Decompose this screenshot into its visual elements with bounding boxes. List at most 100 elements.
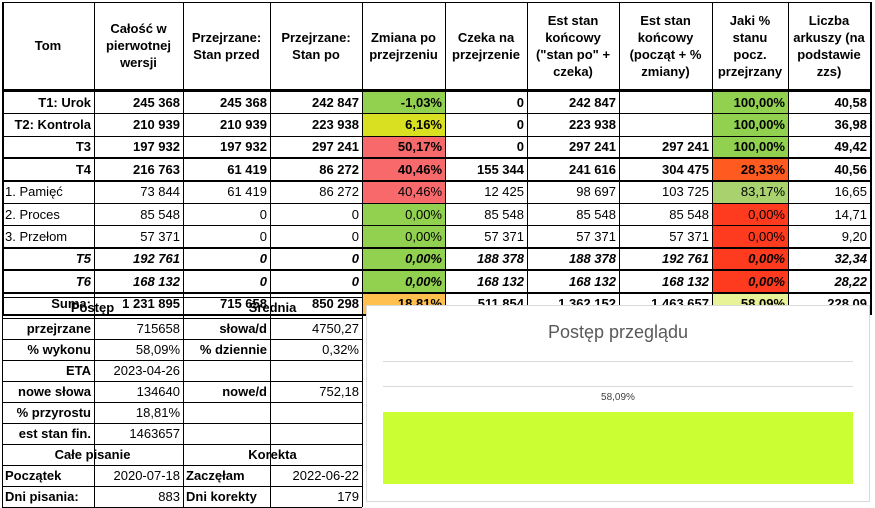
progress-value[interactable]: 2023-04-26 [113, 363, 181, 378]
table-cell[interactable]: 1 231 895 [122, 296, 180, 312]
table-cell[interactable]: 0 [516, 94, 524, 110]
row-label[interactable]: T2: Kontrola [14, 117, 91, 133]
section-title[interactable]: Całe pisanie [54, 447, 131, 462]
table-cell[interactable]: 28,33% [712, 158, 788, 181]
table-cell[interactable]: 83,17% [712, 180, 788, 203]
table-cell[interactable]: 216 763 [133, 161, 180, 177]
table-cell[interactable]: 304 475 [662, 161, 709, 177]
table-cell[interactable]: 40,56 [834, 161, 867, 177]
average-label[interactable]: nowe/d [222, 384, 267, 399]
progress-label[interactable]: % przyrostu [16, 405, 91, 420]
table-cell[interactable]: 242 847 [569, 94, 616, 110]
table-cell[interactable]: 0 [259, 229, 267, 245]
table-cell[interactable]: 0,00% [362, 203, 445, 226]
table-cell[interactable]: 223 938 [569, 117, 616, 133]
table-cell[interactable]: 0 [351, 251, 359, 267]
table-cell[interactable]: 192 761 [133, 251, 180, 267]
column-header[interactable]: Przejrzane: Stan po [281, 29, 351, 62]
table-cell[interactable]: 85 548 [669, 206, 709, 222]
average-label[interactable]: % dziennie [199, 342, 267, 357]
table-cell[interactable]: 0 [351, 273, 359, 289]
progress-label[interactable]: est stan fin. [18, 426, 91, 441]
progress-value[interactable]: 134640 [136, 384, 180, 399]
correction-label[interactable]: Dni korekty [186, 489, 257, 504]
table-cell[interactable]: 100,00% [712, 135, 788, 159]
progress-label[interactable]: % wykonu [27, 342, 91, 357]
progress-label[interactable]: nowe słowa [18, 384, 91, 399]
table-cell[interactable]: 86 272 [319, 161, 359, 177]
table-cell[interactable]: 850 298 [312, 296, 359, 312]
table-cell[interactable]: 0 [516, 117, 524, 133]
table-cell[interactable]: 86 272 [319, 184, 359, 200]
table-cell[interactable]: 0 [351, 206, 359, 222]
row-label[interactable]: T1: Urok [38, 94, 91, 110]
table-cell[interactable]: 57 371 [669, 229, 709, 245]
table-cell[interactable]: 0,00% [362, 247, 445, 271]
writing-value[interactable]: 883 [158, 489, 180, 504]
table-cell[interactable]: 210 939 [133, 117, 180, 133]
table-cell[interactable]: 85 548 [576, 206, 616, 222]
table-cell[interactable]: 12 425 [484, 184, 524, 200]
table-cell[interactable]: 210 939 [220, 117, 267, 133]
table-cell[interactable]: 40,46% [362, 180, 445, 203]
progress-label[interactable]: przejrzane [26, 321, 91, 336]
row-label[interactable]: T5 [75, 251, 91, 267]
table-cell[interactable]: 297 241 [662, 139, 709, 155]
table-cell[interactable]: 0 [516, 139, 524, 155]
table-cell[interactable]: 36,98 [834, 117, 867, 133]
progress-value[interactable]: 58,09% [135, 342, 180, 357]
table-cell[interactable]: 197 932 [220, 139, 267, 155]
table-cell[interactable]: 242 847 [312, 94, 359, 110]
table-cell[interactable]: 0 [351, 229, 359, 245]
table-cell[interactable]: 0,00% [712, 247, 788, 271]
table-cell[interactable]: 85 548 [140, 206, 180, 222]
table-cell[interactable]: 0,00% [712, 225, 788, 248]
table-cell[interactable]: 73 844 [140, 184, 180, 200]
table-cell[interactable]: 32,34 [834, 251, 867, 267]
average-label[interactable]: słowa/d [219, 321, 267, 336]
table-cell[interactable]: 155 344 [477, 161, 524, 177]
table-cell[interactable]: 100,00% [712, 113, 788, 136]
progress-value[interactable]: 18,81% [135, 405, 180, 420]
progress-label[interactable]: ETA [65, 363, 91, 378]
table-cell[interactable]: 245 368 [220, 94, 267, 110]
row-label[interactable]: 3. Przełom [5, 229, 68, 245]
average-value[interactable]: 0,32% [322, 342, 359, 357]
progress-value[interactable]: 1463657 [129, 426, 180, 441]
average-value[interactable]: 4750,27 [312, 321, 359, 336]
table-cell[interactable]: 0,00% [362, 270, 445, 293]
table-cell[interactable]: 241 616 [569, 161, 616, 177]
writing-label[interactable]: Początek [5, 468, 62, 483]
section-title[interactable]: Postęp [70, 300, 115, 315]
row-label[interactable]: T6 [75, 273, 91, 289]
table-cell[interactable] [619, 113, 712, 135]
table-cell[interactable]: 192 761 [662, 251, 709, 267]
progress-value[interactable]: 715658 [136, 321, 180, 336]
table-cell[interactable]: 0,00% [362, 225, 445, 248]
section-title[interactable]: Korekta [248, 447, 297, 462]
table-cell[interactable]: 6,16% [362, 113, 445, 136]
table-cell[interactable]: 0 [259, 206, 267, 222]
table-cell[interactable]: 61 419 [227, 184, 267, 200]
table-cell[interactable]: 40,58 [834, 94, 867, 110]
column-header[interactable]: Czeka na przejrzenie [452, 29, 520, 62]
table-cell[interactable]: 168 132 [133, 273, 180, 289]
correction-value[interactable]: 179 [337, 489, 359, 504]
table-cell[interactable]: 223 938 [312, 117, 359, 133]
average-value[interactable] [270, 360, 362, 381]
table-cell[interactable]: 14,71 [834, 206, 867, 222]
writing-value[interactable]: 2020-07-18 [113, 468, 181, 483]
section-title[interactable]: Średnia [248, 300, 297, 315]
chart-bar[interactable] [383, 412, 853, 484]
table-cell[interactable]: 0,00% [712, 270, 788, 293]
table-cell[interactable]: 168 132 [662, 273, 709, 289]
table-cell[interactable]: 297 241 [312, 139, 359, 155]
row-label[interactable]: 1. Pamięć [5, 184, 63, 200]
progress-chart[interactable]: Postęp przeglądu 58,09% [366, 305, 870, 502]
table-cell[interactable]: 168 132 [477, 273, 524, 289]
average-label[interactable] [183, 360, 270, 381]
table-cell[interactable]: -1,03% [362, 91, 445, 114]
correction-label[interactable]: Zaczęłam [186, 468, 245, 483]
table-cell[interactable]: 100,00% [712, 91, 788, 114]
table-cell[interactable]: 715 658 [220, 296, 267, 312]
